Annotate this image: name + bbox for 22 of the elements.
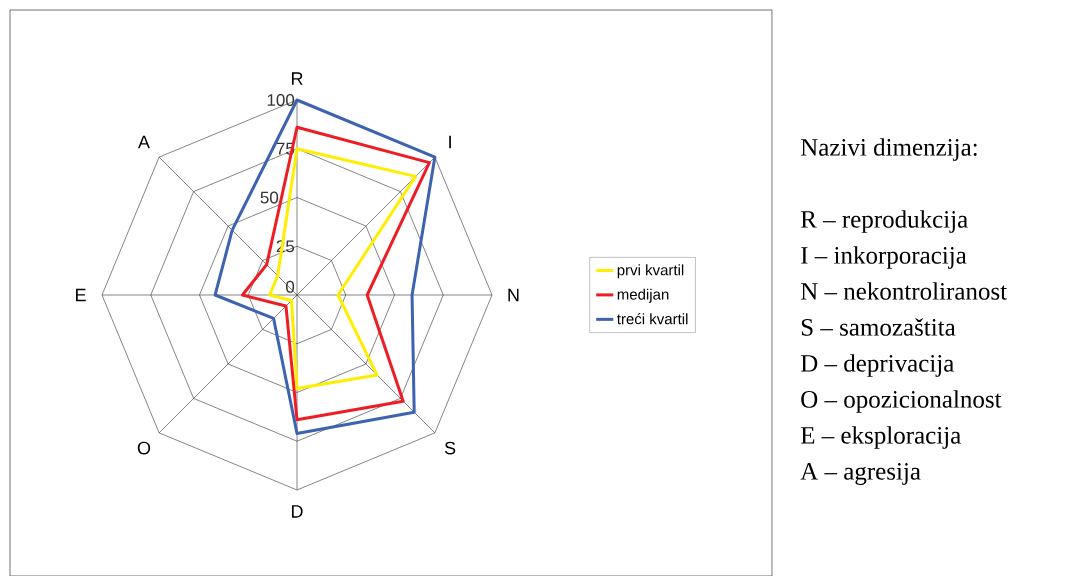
text: I – inkorporacija: [801, 246, 967, 269]
spoke-label: I: [449, 135, 451, 148]
text: O – opozicionalnost: [801, 390, 1002, 413]
text: R – reprodukcija: [800, 210, 968, 233]
legend-label: treći kvartil: [616, 312, 688, 325]
spoke-label: A: [137, 135, 150, 148]
y-tick-label: 50: [260, 191, 279, 204]
spoke-label: R: [291, 72, 303, 85]
text: S – samozaštita: [801, 317, 956, 336]
text: D – deprivacija: [800, 354, 954, 377]
spoke-label: N: [508, 288, 519, 301]
spoke-label: S: [444, 441, 456, 455]
spoke-label: D: [291, 505, 303, 518]
spoke-label: E: [76, 288, 86, 301]
text: A – agresija: [800, 462, 921, 485]
text: E – eksploracija: [800, 426, 961, 449]
text: N – nekontroliranost: [800, 282, 1007, 300]
legend-label: prvi kvartil: [617, 264, 684, 279]
legend-label: medijan: [617, 288, 669, 303]
y-tick-label: 100: [267, 93, 295, 106]
spoke-label: O: [137, 441, 151, 455]
text: Nazivi dimenzija:: [800, 138, 977, 161]
